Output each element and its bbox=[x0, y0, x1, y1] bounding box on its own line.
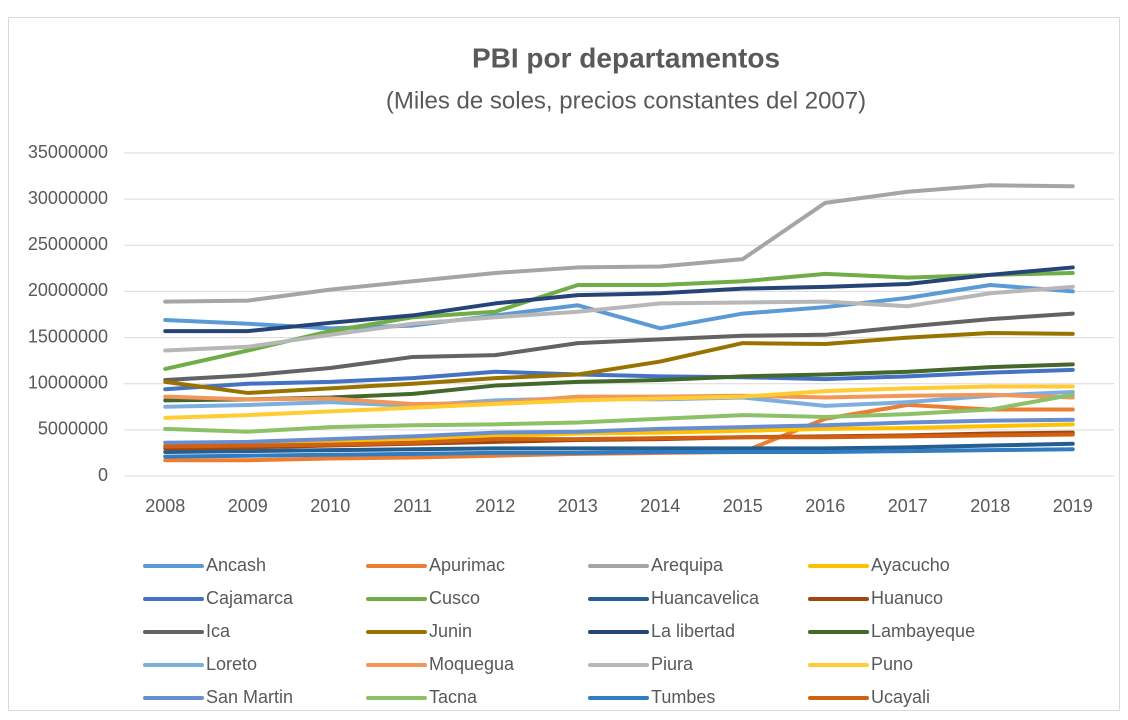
series-line bbox=[163, 282, 1075, 331]
x-tick-label: 2012 bbox=[475, 496, 515, 516]
legend-label: Huancavelica bbox=[651, 588, 760, 608]
x-tick-label: 2016 bbox=[805, 496, 845, 516]
legend-label: Arequipa bbox=[651, 555, 724, 575]
x-tick-label: 2019 bbox=[1053, 496, 1093, 516]
legend-label: Cusco bbox=[429, 588, 480, 608]
series-line bbox=[163, 284, 1075, 353]
x-tick-label: 2017 bbox=[888, 496, 928, 516]
y-tick-label: 20000000 bbox=[28, 280, 108, 300]
legend-label: Ancash bbox=[206, 555, 266, 575]
series-line bbox=[163, 367, 1075, 392]
series-line bbox=[163, 265, 1075, 334]
series-line bbox=[163, 183, 1075, 304]
legend-label: Lambayeque bbox=[871, 621, 975, 641]
legend-label: Puno bbox=[871, 654, 913, 674]
y-tick-label: 5000000 bbox=[38, 419, 108, 439]
legend-label: Ica bbox=[206, 621, 231, 641]
series-line bbox=[163, 392, 1075, 434]
x-tick-label: 2009 bbox=[228, 496, 268, 516]
legend-label: Ucayali bbox=[871, 687, 930, 707]
series-line bbox=[163, 384, 1075, 420]
x-tick-label: 2010 bbox=[310, 496, 350, 516]
legend-label: Loreto bbox=[206, 654, 257, 674]
series-line bbox=[163, 417, 1075, 445]
series-line bbox=[163, 270, 1075, 371]
x-tick-label: 2018 bbox=[970, 496, 1010, 516]
series-line bbox=[163, 311, 1075, 383]
x-tick-label: 2014 bbox=[640, 496, 680, 516]
series-line bbox=[163, 441, 1075, 455]
chart-frame bbox=[8, 17, 1120, 711]
legend-label: Junin bbox=[429, 621, 472, 641]
x-tick-label: 2008 bbox=[145, 496, 185, 516]
x-tick-label: 2013 bbox=[558, 496, 598, 516]
legend-label: Moquegua bbox=[429, 654, 515, 674]
series-line bbox=[163, 392, 1075, 407]
y-tick-label: 15000000 bbox=[28, 326, 108, 346]
legend-label: La libertad bbox=[651, 621, 735, 641]
legend-label: San Martin bbox=[206, 687, 293, 707]
chart-subtitle: (Miles de soles, precios constantes del … bbox=[386, 87, 866, 114]
series-line bbox=[163, 432, 1075, 449]
x-tick-label: 2015 bbox=[723, 496, 763, 516]
legend-label: Tumbes bbox=[651, 687, 715, 707]
legend-label: Tacna bbox=[429, 687, 478, 707]
legend-label: Cajamarca bbox=[206, 588, 294, 608]
y-tick-label: 35000000 bbox=[28, 142, 108, 162]
chart-title: PBI por departamentos bbox=[472, 42, 780, 73]
legend-label: Huanuco bbox=[871, 588, 943, 608]
series-line bbox=[163, 330, 1075, 395]
legend-label: Apurimac bbox=[429, 555, 505, 575]
series-line bbox=[163, 447, 1075, 459]
y-tick-label: 10000000 bbox=[28, 372, 108, 392]
y-tick-label: 25000000 bbox=[28, 234, 108, 254]
y-tick-label: 30000000 bbox=[28, 188, 108, 208]
x-tick-label: 2011 bbox=[393, 496, 432, 516]
legend-label: Piura bbox=[651, 654, 694, 674]
legend-label: Ayacucho bbox=[871, 555, 950, 575]
y-tick-label: 0 bbox=[98, 465, 108, 485]
